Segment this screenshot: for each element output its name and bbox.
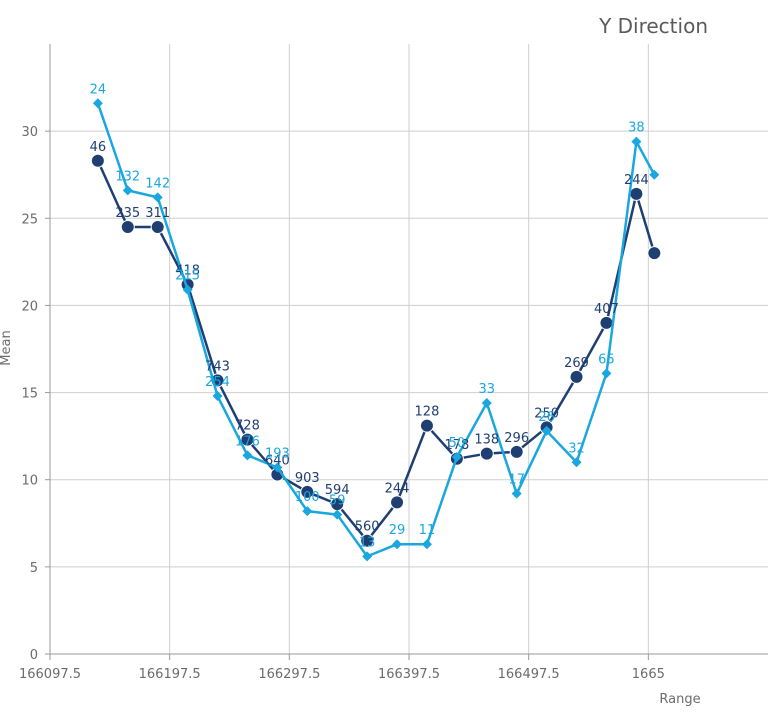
series-1-data-label: 728 (235, 419, 260, 434)
series-2-point (212, 391, 223, 402)
series-2-point (152, 192, 163, 203)
axis-layer (45, 44, 768, 660)
series-2-data-label: 50 (449, 436, 466, 451)
series-1-data-label: 244 (624, 173, 649, 188)
series-1-point (300, 484, 315, 499)
series-1-point (390, 495, 405, 510)
series-1-point (419, 418, 434, 433)
y-tick-label: 25 (21, 212, 38, 227)
series-1-data-label: 640 (265, 453, 290, 468)
series-2-point (511, 488, 522, 499)
series-layer (90, 98, 662, 562)
series-2-point (302, 506, 313, 517)
series-line-2 (96, 102, 656, 558)
series-2-point (122, 185, 133, 196)
series-2-data-label: 26 (538, 410, 555, 425)
series-1-point (240, 432, 255, 447)
series-1-point (509, 444, 524, 459)
series-1-point (647, 246, 662, 261)
series-2-data-label: 17 (508, 473, 525, 488)
series-2-point (362, 551, 373, 562)
series-2-data-label: 32 (568, 441, 585, 456)
series-1-data-label: 244 (385, 481, 410, 496)
series-2-point (242, 450, 253, 461)
y-tick-label: 10 (21, 474, 38, 489)
series-1-point (599, 315, 614, 330)
series-line-1 (96, 159, 656, 542)
grid-layer (49, 44, 768, 654)
series-2-point (481, 398, 492, 409)
series-2-data-label: 132 (115, 169, 140, 184)
series-2-point (541, 425, 552, 436)
series-1-point (629, 186, 644, 201)
x-tick-label: 166397.5 (378, 667, 440, 682)
series-2-point (421, 539, 432, 550)
series-1-data-label: 743 (205, 359, 230, 374)
x-tick-label: 1665 (632, 667, 665, 682)
series-1-data-label: 178 (444, 438, 469, 453)
series-1-data-label: 594 (325, 483, 350, 498)
y-tick-label: 20 (21, 299, 38, 314)
series-2-data-label: 38 (628, 121, 645, 136)
series-2-point (571, 457, 582, 468)
series-2-data-label: 215 (175, 269, 200, 284)
series-1-point (90, 153, 105, 168)
series-2-data-label: 100 (295, 490, 320, 505)
series-2-point (332, 509, 343, 520)
series-2-point (182, 284, 193, 295)
series-1-data-label: 46 (90, 140, 107, 155)
series-2-data-label: 65 (598, 352, 615, 367)
series-2-point (392, 539, 403, 550)
series-2-point (92, 98, 103, 109)
series-2-point (601, 368, 612, 379)
series-1-point (360, 533, 375, 548)
series-1-point (569, 369, 584, 384)
series-2-point (272, 462, 283, 473)
series-1-point (150, 220, 165, 234)
series-1-data-label: 560 (355, 520, 380, 535)
x-axis-label: Range (659, 692, 700, 707)
chart-title: Y Direction (598, 14, 708, 38)
series-2-point (631, 136, 642, 147)
series-2-point (451, 452, 462, 463)
y-tick-label: 30 (21, 125, 38, 140)
y-tick-label: 5 (30, 561, 38, 576)
x-tick-label: 166097.5 (19, 667, 81, 682)
series-1-data-label: 407 (594, 302, 619, 317)
series-1-data-label: 250 (534, 406, 559, 421)
series-1-data-label: 311 (145, 206, 170, 221)
series-1-data-label: 418 (175, 264, 200, 279)
x-tick-label: 166197.5 (139, 667, 201, 682)
series-2-data-label: 193 (265, 447, 290, 462)
series-1-data-label: 138 (474, 433, 499, 448)
series-2-data-label: 13 (359, 535, 376, 550)
series-2-data-label: 59 (329, 494, 346, 509)
x-tick-label: 166497.5 (498, 667, 560, 682)
y-axis-label: Mean (0, 330, 14, 365)
series-1-data-label: 128 (415, 405, 440, 420)
series-2-data-label: 24 (90, 82, 107, 97)
tick-layer: 0 5 10 15 20 25 30 166097.5 166197.5 166297.5 1663… (19, 125, 665, 682)
y-tick-label: 15 (21, 387, 38, 402)
y-tick-label: 0 (30, 648, 38, 663)
series-1-data-label: 235 (115, 206, 140, 221)
label-layer: 46 235 311 418 743 728 640 903 594 560 244 128 178 13… (90, 82, 649, 550)
series-2-data-label: 142 (145, 176, 170, 191)
series-1-data-label: 269 (564, 356, 589, 371)
series-1-data-label: 296 (504, 431, 529, 446)
series-1-point (479, 446, 494, 461)
series-2-data-label: 33 (479, 382, 496, 397)
series-2-data-label: 176 (235, 434, 260, 449)
x-tick-label: 166297.5 (258, 667, 320, 682)
series-1-data-label: 903 (295, 471, 320, 486)
series-2-point (649, 169, 660, 180)
series-2-data-label: 11 (419, 523, 436, 538)
series-2-data-label: 254 (205, 375, 230, 390)
series-1-point (120, 220, 135, 234)
series-2-data-label: 29 (389, 523, 406, 538)
